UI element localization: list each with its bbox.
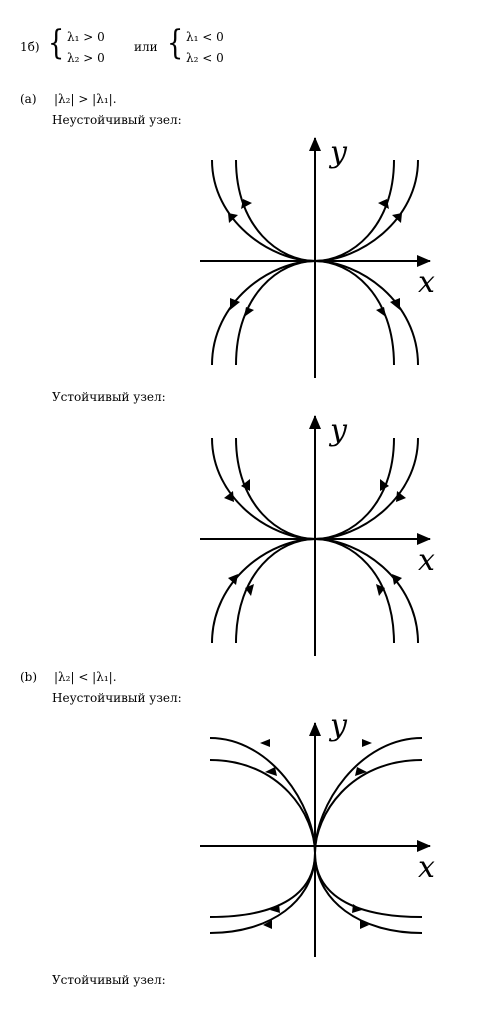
direction-arrow-icon xyxy=(362,739,372,747)
trajectory xyxy=(314,159,395,262)
system2-line2: λ₂ < 0 xyxy=(186,51,224,65)
trajectory xyxy=(235,260,316,366)
problem-number: 1б) xyxy=(20,40,40,54)
trajectory xyxy=(209,737,316,854)
trajectory xyxy=(314,538,395,644)
trajectory xyxy=(211,159,316,262)
x-axis-label: x xyxy=(418,850,435,885)
trajectory xyxy=(211,437,316,540)
direction-arrow-icon xyxy=(392,213,402,223)
trajectory xyxy=(314,437,395,540)
direction-arrow-icon xyxy=(376,307,386,317)
direction-arrow-icon xyxy=(265,767,277,776)
case-b-stable-title: Устойчивый узел: xyxy=(52,973,166,987)
direction-arrow-icon xyxy=(245,584,254,596)
trajectory xyxy=(211,538,316,644)
direction-arrow-icon xyxy=(241,199,252,209)
direction-arrow-icon xyxy=(228,213,238,223)
phase-portrait-b-unstable: y x xyxy=(200,708,435,957)
direction-arrow-icon xyxy=(228,574,238,585)
trajectory xyxy=(235,437,316,540)
phase-portrait-a-unstable: y x xyxy=(200,135,435,378)
case-b-unstable-title: Неустойчивый узел: xyxy=(52,691,182,705)
direction-arrow-icon xyxy=(360,920,369,929)
left-brace-2: { xyxy=(167,23,184,63)
direction-arrow-icon xyxy=(224,491,234,502)
case-a-unstable-title: Неустойчивый узел: xyxy=(52,113,182,127)
trajectory xyxy=(209,852,316,918)
left-brace-1: { xyxy=(48,23,65,63)
trajectory xyxy=(235,159,316,262)
trajectory xyxy=(211,260,316,366)
trajectory xyxy=(235,538,316,644)
trajectory xyxy=(314,260,419,366)
case-b-label: (b) xyxy=(20,670,38,684)
trajectory xyxy=(314,260,395,366)
direction-arrow-icon xyxy=(378,199,389,209)
trajectory xyxy=(314,437,419,540)
y-axis-label: y xyxy=(328,135,348,170)
case-a-stable-title: Устойчивый узел: xyxy=(52,390,166,404)
direction-arrow-icon xyxy=(355,767,367,776)
trajectory xyxy=(314,759,423,854)
system1-line1: λ₁ > 0 xyxy=(67,30,105,44)
y-axis-label: y xyxy=(328,413,348,448)
direction-arrow-icon xyxy=(260,739,270,747)
trajectory xyxy=(209,759,316,854)
direction-arrow-icon xyxy=(263,920,272,929)
y-axis-label: y xyxy=(328,708,348,743)
system1-line2: λ₂ > 0 xyxy=(67,51,105,65)
direction-arrow-icon xyxy=(270,904,280,913)
trajectory xyxy=(314,737,423,854)
direction-arrow-icon xyxy=(352,904,362,913)
system2-line1: λ₁ < 0 xyxy=(186,30,224,44)
direction-arrow-icon xyxy=(241,479,250,491)
trajectory xyxy=(314,159,419,262)
phase-portrait-a-stable: y x xyxy=(200,413,435,656)
connector-or: или xyxy=(134,40,158,54)
direction-arrow-icon xyxy=(376,584,385,596)
trajectory xyxy=(314,538,419,644)
direction-arrow-icon xyxy=(396,491,406,502)
direction-arrow-icon xyxy=(230,298,240,310)
direction-arrow-icon xyxy=(244,307,254,317)
x-axis-label: x xyxy=(418,265,435,300)
direction-arrow-icon xyxy=(390,298,400,310)
direction-arrow-icon xyxy=(392,574,402,585)
trajectory xyxy=(314,852,423,918)
x-axis-label: x xyxy=(418,543,435,578)
case-a-label: (a) xyxy=(20,92,37,106)
case-a-condition: |λ₂| > |λ₁|. xyxy=(54,92,117,106)
direction-arrow-icon xyxy=(380,479,389,491)
case-b-condition: |λ₂| < |λ₁|. xyxy=(54,670,117,684)
